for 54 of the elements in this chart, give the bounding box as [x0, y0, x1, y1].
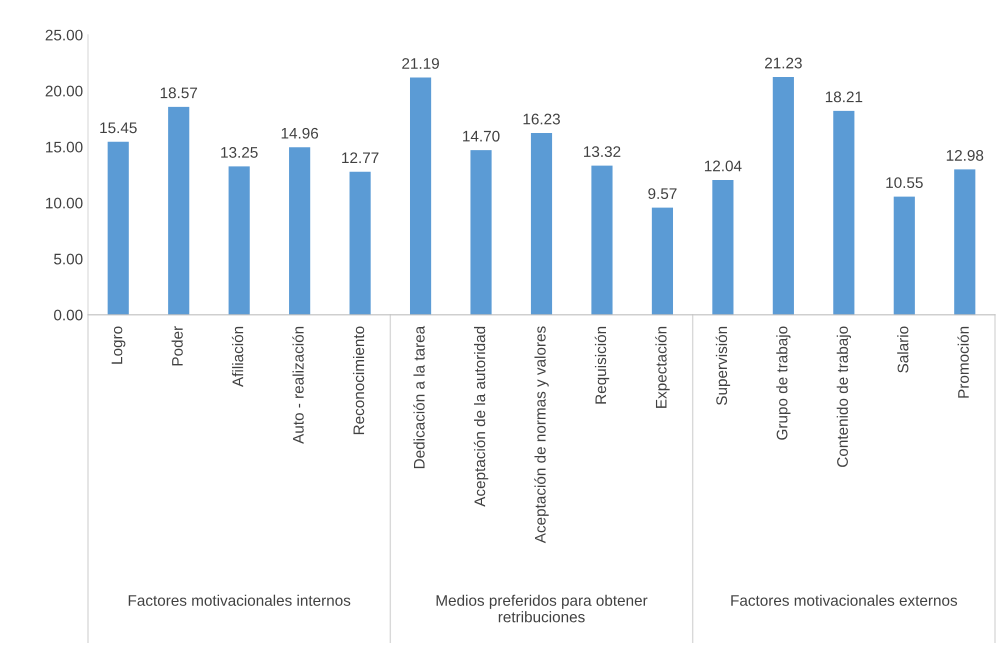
- x-tick-label: Expectación: [655, 326, 670, 408]
- bar: [410, 77, 432, 315]
- y-tick-label: 15.00: [46, 142, 83, 152]
- x-tick-label: Promoción: [957, 326, 969, 398]
- bar: [652, 208, 674, 315]
- data-label: 18.21: [826, 91, 862, 102]
- x-tick-label: Supervisión: [716, 326, 730, 405]
- text: Factores motivacionales internos: [128, 594, 350, 606]
- bar: [833, 110, 854, 315]
- bar: [591, 166, 613, 315]
- bar: [108, 142, 129, 315]
- x-tick-label: Dedicación a la tarea: [413, 326, 425, 468]
- text: Factores motivacionales externos: [731, 594, 958, 606]
- data-label: 14.70: [463, 130, 500, 142]
- data-label: 13.32: [584, 146, 620, 158]
- bar: [894, 196, 915, 315]
- x-tick-label: Contenido de trabajo: [836, 326, 851, 467]
- bar: [289, 147, 310, 315]
- data-label: 14.96: [282, 128, 318, 139]
- bar: [772, 77, 794, 315]
- x-tick-label: Requisición: [594, 326, 610, 404]
- x-tick-label: Aceptación de normas y valores: [534, 326, 549, 544]
- x-tick-label: Auto - realización: [292, 326, 304, 444]
- x-tick-label: Aceptación de la autoridad: [474, 326, 488, 507]
- data-label: 21.19: [402, 58, 439, 69]
- bar: [168, 106, 190, 315]
- data-label: 12.77: [342, 152, 378, 164]
- text: Medios preferidos para obtener retribuciones: [436, 594, 648, 622]
- data-label: 21.23: [765, 58, 802, 68]
- x-tick-label: Poder: [172, 326, 183, 366]
- x-tick-label: Salario: [897, 326, 908, 373]
- bar: [712, 180, 734, 315]
- y-tick-label: 5.00: [54, 254, 83, 264]
- x-tick-label: Afiliación: [232, 326, 244, 387]
- bar: [350, 172, 371, 315]
- x-tick-label: Grupo de trabajo: [776, 326, 790, 440]
- y-tick-label: 25.00: [46, 30, 83, 41]
- data-label: 16.23: [524, 114, 560, 124]
- data-label: 10.55: [886, 177, 923, 188]
- bar: [470, 150, 492, 315]
- data-label: 15.45: [100, 122, 137, 134]
- data-label: 18.57: [160, 87, 198, 98]
- bar: [954, 169, 976, 315]
- bar: [530, 133, 552, 315]
- x-tick-label: Logro: [112, 326, 126, 364]
- data-label: 12.04: [704, 160, 742, 172]
- y-tick-label: 10.00: [46, 198, 83, 208]
- y-tick-label: 0.00: [54, 310, 83, 320]
- x-tick-label: Reconocimiento: [352, 326, 364, 434]
- data-label: 13.25: [221, 147, 258, 158]
- data-label: 9.57: [648, 188, 677, 200]
- data-label: 12.98: [946, 150, 984, 161]
- y-tick-label: 20.00: [46, 86, 83, 96]
- bar: [228, 166, 250, 315]
